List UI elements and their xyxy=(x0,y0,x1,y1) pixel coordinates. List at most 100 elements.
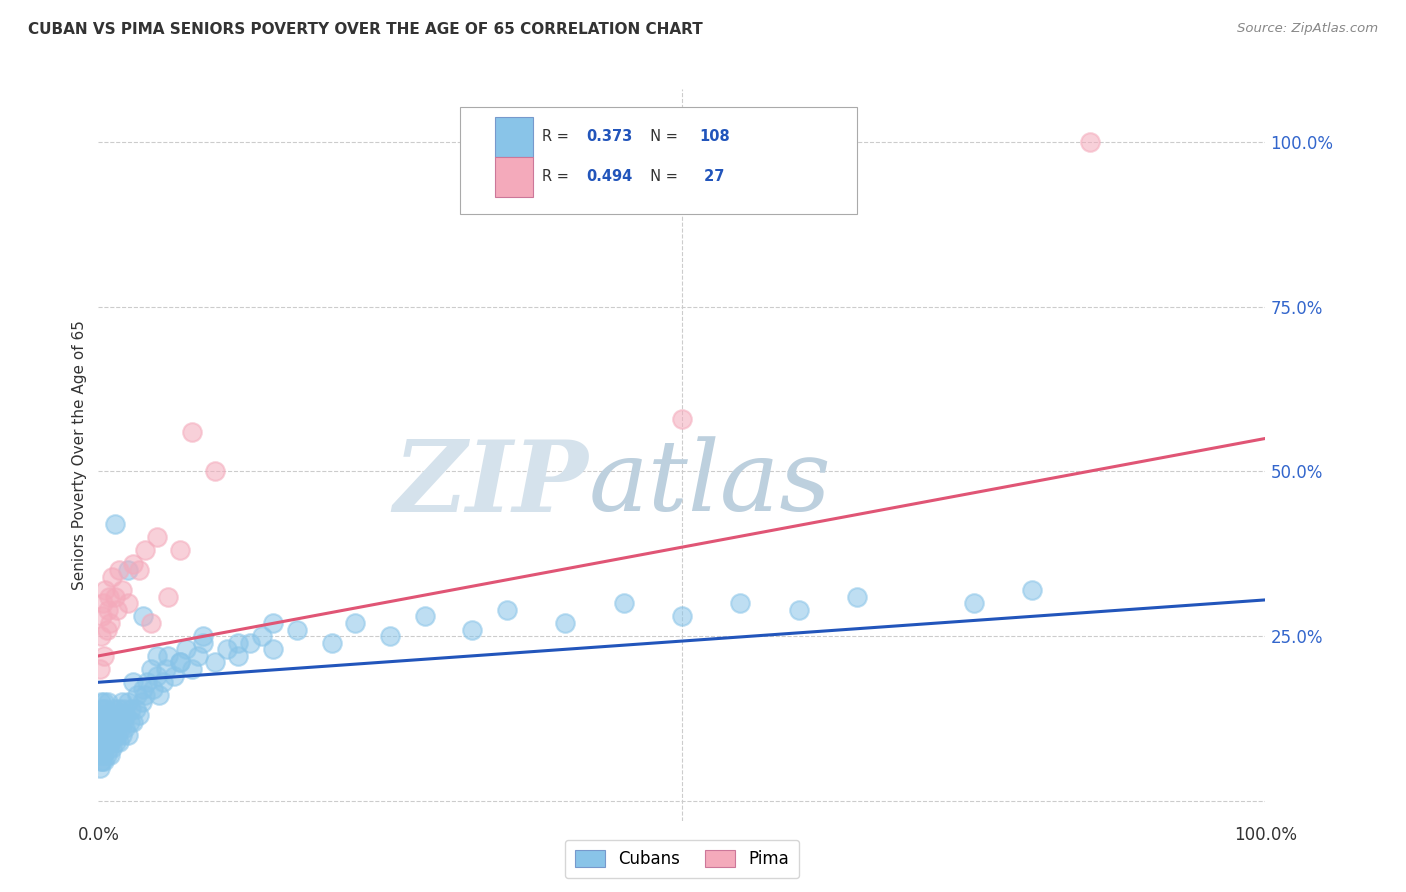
Point xyxy=(131,695,153,709)
Point xyxy=(117,695,139,709)
Point xyxy=(250,629,273,643)
Point xyxy=(132,609,155,624)
Point xyxy=(285,623,308,637)
Point xyxy=(93,755,115,769)
Point xyxy=(90,741,112,756)
Point xyxy=(93,714,115,729)
Point xyxy=(98,728,121,742)
Point xyxy=(97,695,120,709)
Point xyxy=(105,603,128,617)
Point xyxy=(495,603,517,617)
Point xyxy=(321,636,343,650)
Point xyxy=(96,747,118,762)
Point xyxy=(104,734,127,748)
Point xyxy=(103,701,125,715)
Point xyxy=(97,603,120,617)
Point xyxy=(122,557,145,571)
Point xyxy=(157,648,180,663)
Point xyxy=(117,596,139,610)
Point xyxy=(122,675,145,690)
Text: 0.494: 0.494 xyxy=(586,169,633,185)
Text: ZIP: ZIP xyxy=(394,436,589,533)
Point xyxy=(215,642,238,657)
Point xyxy=(96,623,118,637)
Point xyxy=(344,615,367,630)
Text: 27: 27 xyxy=(699,169,724,185)
Text: R =: R = xyxy=(541,169,574,185)
Point xyxy=(142,681,165,696)
Point xyxy=(122,714,145,729)
Point xyxy=(94,741,117,756)
Point xyxy=(169,543,191,558)
Point xyxy=(115,708,138,723)
Point xyxy=(554,615,576,630)
Point xyxy=(91,708,114,723)
Point xyxy=(96,708,118,723)
Y-axis label: Seniors Poverty Over the Age of 65: Seniors Poverty Over the Age of 65 xyxy=(72,320,87,590)
Point xyxy=(90,701,112,715)
Point xyxy=(613,596,636,610)
Point xyxy=(146,668,169,682)
Point xyxy=(118,714,141,729)
Point xyxy=(89,728,111,742)
Point xyxy=(239,636,262,650)
Point xyxy=(228,648,250,663)
Point xyxy=(146,530,169,544)
Point xyxy=(89,741,111,756)
Point xyxy=(93,695,115,709)
Point xyxy=(111,714,134,729)
Point xyxy=(262,615,284,630)
Point xyxy=(101,741,124,756)
Text: N =: N = xyxy=(641,169,682,185)
Point xyxy=(89,761,111,775)
Point xyxy=(111,728,134,742)
Text: 0.373: 0.373 xyxy=(586,129,633,145)
Point xyxy=(730,596,752,610)
Point xyxy=(90,755,112,769)
Point xyxy=(1021,582,1043,597)
Point xyxy=(139,615,162,630)
Point xyxy=(128,708,150,723)
Point xyxy=(117,728,139,742)
Point xyxy=(104,722,127,736)
Point xyxy=(90,695,112,709)
Point xyxy=(104,590,127,604)
Point xyxy=(104,517,127,532)
Point xyxy=(108,701,131,715)
Point xyxy=(413,609,436,624)
Point xyxy=(671,411,693,425)
Point xyxy=(962,596,984,610)
Text: CUBAN VS PIMA SENIORS POVERTY OVER THE AGE OF 65 CORRELATION CHART: CUBAN VS PIMA SENIORS POVERTY OVER THE A… xyxy=(28,22,703,37)
Point xyxy=(90,722,112,736)
Point xyxy=(90,755,112,769)
Point xyxy=(105,728,128,742)
Point xyxy=(134,543,156,558)
Point xyxy=(204,656,226,670)
Point xyxy=(89,747,111,762)
Point xyxy=(114,722,136,736)
Point xyxy=(128,563,150,577)
Point xyxy=(93,648,115,663)
Point xyxy=(1080,135,1102,149)
Point xyxy=(89,662,111,676)
Point xyxy=(108,734,131,748)
Point xyxy=(132,681,155,696)
Point xyxy=(100,734,122,748)
Text: R =: R = xyxy=(541,129,574,145)
Legend: Cubans, Pima: Cubans, Pima xyxy=(565,840,799,878)
Point xyxy=(117,563,139,577)
Point xyxy=(94,722,117,736)
Point xyxy=(148,689,170,703)
Point xyxy=(228,636,250,650)
FancyBboxPatch shape xyxy=(460,108,858,213)
Point xyxy=(174,642,197,657)
Point xyxy=(108,563,131,577)
Point xyxy=(112,701,135,715)
Point xyxy=(180,662,202,676)
Point xyxy=(98,747,121,762)
Point xyxy=(120,701,142,715)
Point xyxy=(169,656,191,670)
Point xyxy=(97,590,120,604)
FancyBboxPatch shape xyxy=(495,157,533,197)
Point xyxy=(96,728,118,742)
